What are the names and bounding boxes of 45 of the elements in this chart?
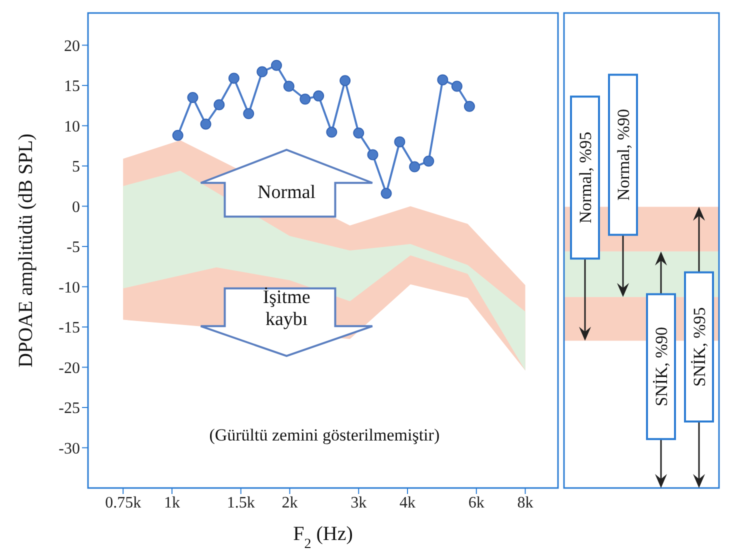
y-tick-label: -20	[58, 360, 80, 377]
point	[214, 99, 225, 110]
point	[270, 60, 282, 71]
x-tick-label: 8k	[517, 494, 534, 512]
point	[313, 90, 324, 102]
annotation: Normal	[258, 182, 316, 204]
point	[409, 161, 420, 172]
y-tick-label: -30	[58, 440, 80, 458]
x-tick-label: 2k	[282, 494, 298, 512]
x-tick-label: 6k	[468, 494, 484, 512]
y-tick-label: 0	[72, 198, 80, 216]
point	[326, 126, 338, 138]
point	[340, 75, 351, 86]
point	[367, 149, 378, 160]
point	[283, 80, 294, 92]
y-axis-title: DPOAE amplitüdü (dB SPL)	[15, 134, 37, 368]
point	[200, 118, 212, 130]
point	[451, 80, 462, 92]
x-tick-label: 4k	[400, 494, 416, 512]
point	[243, 108, 254, 120]
point	[187, 92, 198, 104]
point	[172, 130, 184, 141]
point	[380, 188, 392, 199]
y-tick-label: 10	[64, 118, 80, 136]
annotation: İşitme kaybı	[262, 286, 310, 330]
x-tick-label: 3k	[350, 494, 367, 512]
x-tick-label: 1.5k	[226, 494, 255, 512]
y-tick-label: 15	[64, 78, 80, 96]
y-tick-label: -25	[58, 400, 80, 418]
point	[423, 156, 434, 167]
point	[464, 100, 475, 112]
y-tick-label: -10	[58, 279, 80, 296]
y-tick-label: 20	[64, 38, 80, 55]
point	[228, 72, 240, 84]
y-tick-label: -15	[58, 320, 80, 337]
x-tick-label: 0.75k	[105, 494, 142, 512]
x-tick-label: 1k	[164, 494, 180, 512]
point	[394, 136, 406, 148]
point	[353, 127, 364, 138]
point	[437, 74, 448, 86]
y-tick-label: -5	[66, 239, 80, 256]
annotation: (Gürültü zemini gösterilmemiştir)	[209, 426, 440, 444]
y-tick-label: 5	[72, 158, 80, 176]
x-axis-title: F$_{2}$ (Hz)	[293, 523, 353, 552]
point	[256, 66, 268, 78]
